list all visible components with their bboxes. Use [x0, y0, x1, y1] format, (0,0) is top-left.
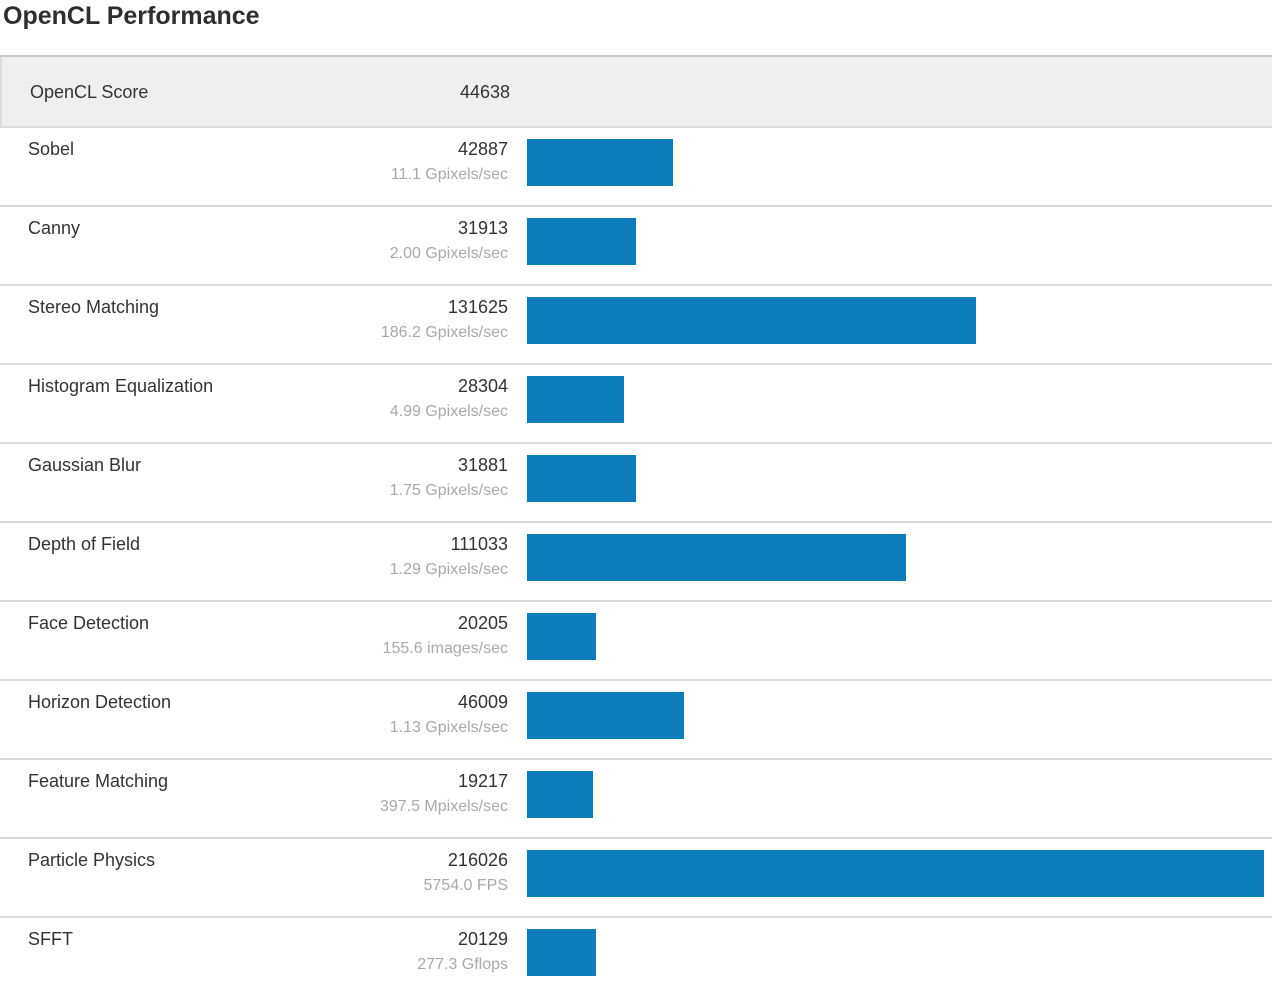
test-score-cell: 31913 2.00 Gpixels/sec	[280, 207, 508, 284]
benchmark-row: Particle Physics 216026 5754.0 FPS	[0, 837, 1272, 916]
test-score-cell: 111033 1.29 Gpixels/sec	[280, 523, 508, 600]
bar-track	[508, 365, 1272, 442]
test-rate: 4.99 Gpixels/sec	[389, 403, 508, 420]
score-bar	[527, 297, 977, 344]
test-score: 20129	[457, 929, 508, 949]
test-score: 46009	[457, 692, 508, 712]
summary-label: OpenCL Score	[30, 81, 149, 102]
test-rate: 5754.0 FPS	[423, 877, 509, 894]
test-rate: 1.29 Gpixels/sec	[389, 561, 508, 578]
test-rate: 2.00 Gpixels/sec	[389, 245, 508, 262]
benchmark-row: Face Detection 20205 155.6 images/sec	[0, 600, 1272, 679]
summary-row: OpenCL Score 44638	[0, 57, 1272, 126]
test-score: 111033	[450, 534, 508, 554]
score-bar	[527, 850, 1264, 897]
score-bar	[527, 771, 593, 818]
test-name: SFFT	[28, 929, 73, 949]
bar-track	[508, 128, 1272, 205]
test-score: 20205	[457, 613, 508, 633]
test-name: Stereo Matching	[28, 297, 160, 317]
score-bar	[527, 613, 596, 660]
bar-track	[508, 681, 1272, 758]
bar-track	[508, 523, 1272, 600]
score-bar	[527, 376, 624, 423]
score-bar	[527, 139, 674, 186]
test-name: Histogram Equalization	[28, 376, 214, 396]
score-bar	[527, 455, 636, 502]
score-bar	[527, 929, 596, 976]
test-name: Sobel	[28, 139, 75, 159]
test-score-cell: 216026 5754.0 FPS	[280, 839, 509, 916]
test-rate: 1.75 Gpixels/sec	[389, 482, 508, 499]
bar-track	[508, 602, 1272, 679]
benchmark-row: Canny 31913 2.00 Gpixels/sec	[0, 205, 1272, 284]
test-score-cell: 46009 1.13 Gpixels/sec	[280, 681, 508, 758]
summary-bar-spacer	[510, 86, 1272, 97]
benchmark-table: OpenCL Score 44638 Sobel 42887 11.1 Gpix…	[0, 55, 1272, 987]
test-name: Feature Matching	[28, 771, 169, 791]
benchmark-row: Histogram Equalization 28304 4.99 Gpixel…	[0, 363, 1272, 442]
test-score: 131625	[447, 297, 508, 317]
test-score: 216026	[447, 850, 508, 870]
test-score-cell: 31881 1.75 Gpixels/sec	[280, 444, 508, 521]
benchmark-row: SFFT 20129 277.3 Gflops	[0, 916, 1272, 987]
score-bar	[527, 692, 684, 739]
summary-score: 44638	[459, 81, 510, 102]
benchmark-row: Horizon Detection 46009 1.13 Gpixels/sec	[0, 679, 1272, 758]
test-rate: 277.3 Gflops	[417, 956, 508, 973]
test-score-cell: 20129 277.3 Gflops	[280, 918, 508, 987]
bar-track	[508, 918, 1272, 987]
benchmark-row: Depth of Field 111033 1.29 Gpixels/sec	[0, 521, 1272, 600]
benchmark-row: Sobel 42887 11.1 Gpixels/sec	[0, 126, 1272, 205]
benchmark-row: Gaussian Blur 31881 1.75 Gpixels/sec	[0, 442, 1272, 521]
test-name: Depth of Field	[28, 534, 141, 554]
test-score-cell: 20205 155.6 images/sec	[280, 602, 508, 679]
test-score: 31881	[457, 455, 508, 475]
test-rate: 1.13 Gpixels/sec	[389, 719, 508, 736]
test-name: Particle Physics	[28, 850, 156, 870]
test-rate: 11.1 Gpixels/sec	[390, 166, 508, 183]
bar-track	[508, 286, 1272, 363]
benchmark-row: Stereo Matching 131625 186.2 Gpixels/sec	[0, 284, 1272, 363]
bar-track	[508, 444, 1272, 521]
bar-track	[508, 760, 1272, 837]
test-score: 28304	[457, 376, 508, 396]
test-rate: 397.5 Mpixels/sec	[379, 798, 508, 815]
test-name: Horizon Detection	[28, 692, 172, 712]
test-name: Face Detection	[28, 613, 150, 633]
test-rate: 186.2 Gpixels/sec	[380, 324, 508, 341]
test-name: Gaussian Blur	[28, 455, 142, 475]
test-score-cell: 28304 4.99 Gpixels/sec	[280, 365, 508, 442]
score-bar	[527, 534, 906, 581]
score-bar	[527, 218, 636, 265]
test-rate: 155.6 images/sec	[382, 640, 508, 657]
test-name: Canny	[28, 218, 81, 238]
bar-track	[508, 839, 1272, 916]
benchmark-row: Feature Matching 19217 397.5 Mpixels/sec	[0, 758, 1272, 837]
test-score: 31913	[457, 218, 508, 238]
page-title: OpenCL Performance	[3, 2, 260, 30]
test-score-cell: 19217 397.5 Mpixels/sec	[280, 760, 508, 837]
test-score-cell: 131625 186.2 Gpixels/sec	[280, 286, 508, 363]
bar-track	[508, 207, 1272, 284]
test-score-cell: 42887 11.1 Gpixels/sec	[280, 128, 508, 205]
test-score: 42887	[457, 139, 508, 159]
benchmark-rows: Sobel 42887 11.1 Gpixels/sec Canny 31913…	[0, 126, 1272, 987]
test-score: 19217	[457, 771, 508, 791]
